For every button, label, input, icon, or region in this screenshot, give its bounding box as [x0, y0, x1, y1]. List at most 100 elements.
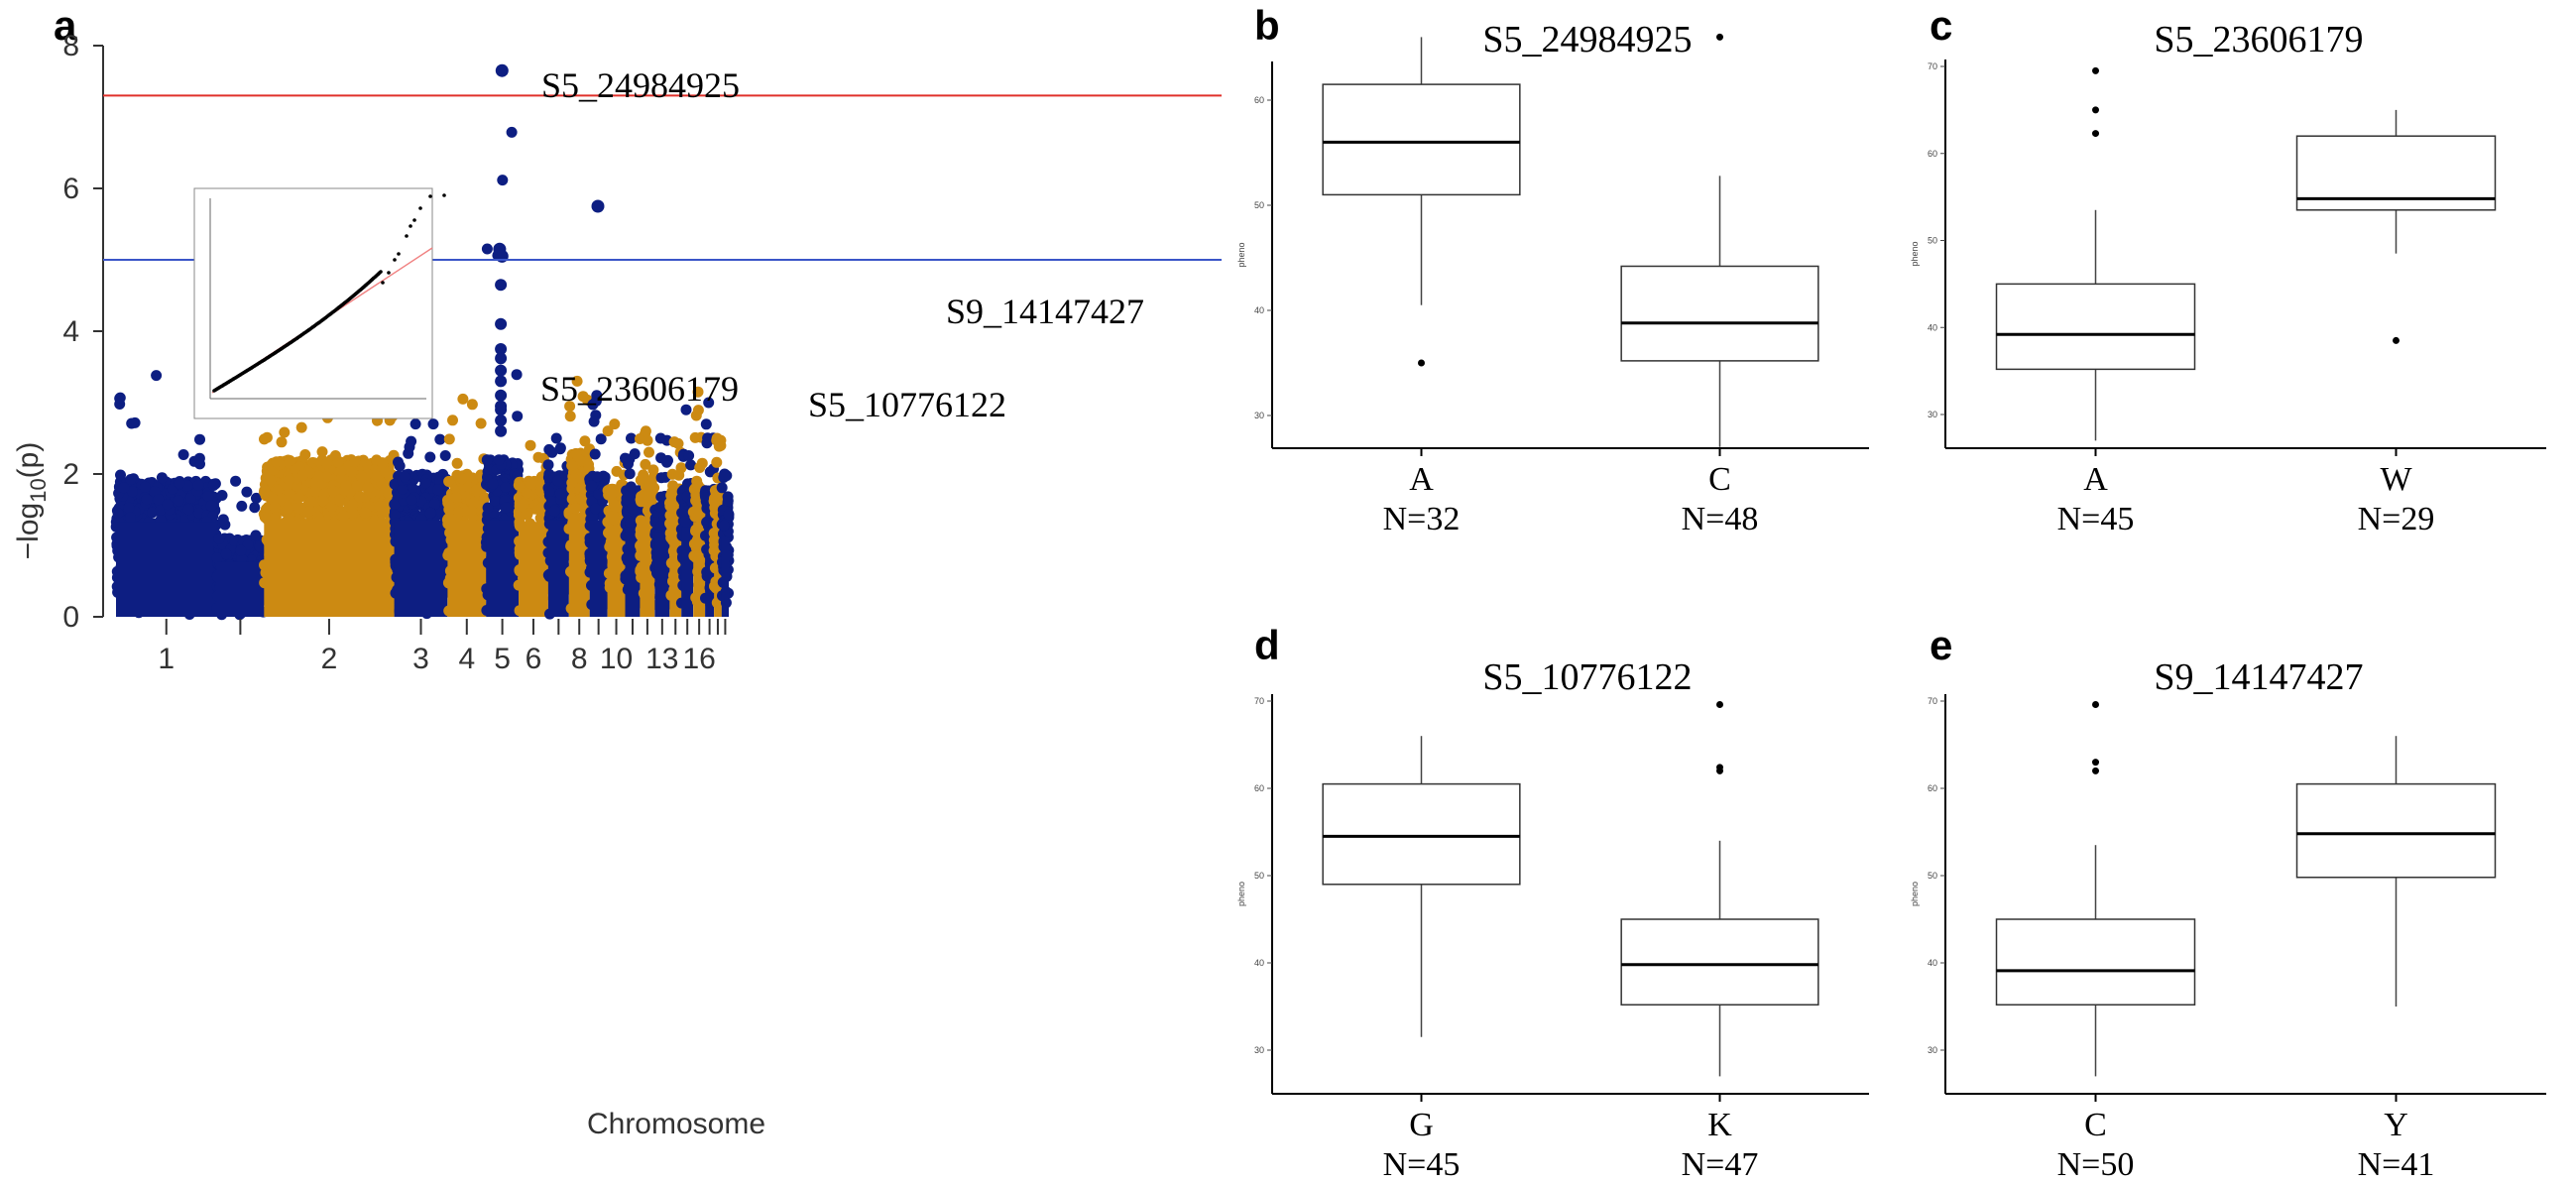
snp-point — [115, 469, 126, 481]
snp-point — [293, 502, 304, 514]
snp-point — [685, 459, 697, 471]
snp-point — [679, 516, 691, 528]
outlier-point — [1716, 33, 1723, 41]
boxplot-y-tick-label: 50 — [1928, 236, 1937, 246]
snp-point — [466, 399, 478, 411]
snp-point — [282, 503, 293, 515]
qq-point — [393, 258, 397, 262]
boxplot-category: K — [1707, 1107, 1732, 1143]
boxplot-d: d S5_10776122 30 40 50 60 70 pheno GN=45 KN=47 — [1236, 622, 1869, 1183]
snp-point — [424, 451, 436, 463]
snp-point — [543, 486, 555, 498]
snp-point — [217, 514, 229, 526]
snp-point — [591, 471, 603, 483]
snp-point — [380, 483, 392, 495]
snp-point — [349, 456, 361, 468]
boxplot-title: S5_10776122 — [1482, 656, 1692, 698]
boxplot-category: G — [1409, 1107, 1434, 1143]
boxplot-title: S5_24984925 — [1482, 19, 1692, 60]
snp-point — [482, 502, 494, 514]
snp-point — [279, 426, 291, 438]
svg-text:−log10(p): −log10(p) — [12, 442, 51, 560]
snp-point — [329, 450, 341, 461]
snp-point — [647, 464, 659, 476]
snp-point — [270, 512, 282, 523]
snp-point — [532, 451, 544, 463]
snp-point — [642, 434, 653, 446]
snp-point — [220, 548, 232, 560]
snp-point — [380, 466, 392, 478]
snp-point — [718, 520, 730, 532]
snp-density — [714, 527, 722, 617]
snp-point — [211, 552, 223, 564]
panel-letter: c — [1930, 2, 1952, 49]
outlier-point — [2092, 701, 2099, 709]
x-tick-label: 13 — [645, 643, 678, 675]
boxplot-category: A — [1409, 461, 1434, 498]
panel-letter: b — [1254, 2, 1280, 49]
snp-point — [546, 446, 558, 458]
snp-point — [451, 457, 463, 469]
snp-point — [645, 475, 657, 487]
snp-point — [177, 449, 189, 460]
qq-point — [397, 252, 401, 256]
qq-point — [418, 206, 422, 210]
snp-point — [321, 457, 332, 469]
snp-point — [316, 446, 328, 458]
highlighted-snp-point — [495, 63, 509, 77]
snp-point — [606, 488, 618, 499]
x-tick-label: 6 — [526, 643, 542, 675]
qq-plot-inset — [193, 187, 446, 419]
boxplot-y-tick-label: 50 — [1254, 871, 1264, 881]
snp-point — [512, 411, 524, 422]
panel-a-letter: a — [54, 2, 77, 49]
snp-point — [313, 470, 325, 482]
snp-point — [337, 510, 349, 522]
y-tick-label: 0 — [62, 601, 79, 634]
snp-point — [627, 503, 639, 515]
ylabel-suffix: (p) — [12, 442, 45, 479]
boxplot-ylabel: pheno — [1236, 882, 1246, 906]
snp-point — [534, 513, 546, 524]
y-tick-label: 6 — [62, 173, 79, 205]
snp-peak-point — [703, 397, 715, 409]
snp-point — [406, 494, 417, 506]
snp-point — [259, 485, 271, 497]
ylabel-prefix: −log — [12, 503, 45, 560]
snp-point — [439, 450, 451, 461]
snp-density — [669, 527, 682, 617]
highlighted-snp-point — [591, 199, 605, 213]
outlier-point — [1716, 764, 1723, 771]
manhattan-points — [110, 63, 735, 621]
snp-point — [625, 481, 637, 493]
snp-peak-point — [410, 418, 421, 430]
snp-point — [156, 472, 168, 484]
snp-point — [525, 478, 536, 490]
outlier-point — [2092, 759, 2099, 767]
boxplot-y-tick-label: 30 — [1928, 1045, 1937, 1055]
chr5-peak-point — [495, 389, 508, 402]
snp-point — [696, 457, 708, 469]
snp-peak-point — [719, 468, 731, 480]
snp-point — [624, 468, 636, 480]
snp-point — [192, 479, 204, 491]
x-tick-label: 2 — [321, 643, 338, 675]
snp-point — [141, 494, 153, 506]
boxplot-ylabel: pheno — [1910, 882, 1920, 906]
boxplot-y-tick-label: 50 — [1254, 200, 1264, 210]
boxplot-y-tick-label: 40 — [1254, 958, 1264, 968]
snp-point — [236, 552, 248, 564]
chr5-peak-point — [495, 424, 508, 437]
qq-point — [381, 281, 385, 285]
boxplot-category: Y — [2384, 1107, 2408, 1143]
x-tick-label: 1 — [158, 643, 175, 675]
snp-point — [712, 492, 724, 504]
qq-point — [405, 234, 409, 238]
snp-point — [577, 391, 589, 403]
boxplot-category: A — [2083, 461, 2108, 498]
chr5-peak-point — [495, 343, 508, 355]
snp-density — [721, 536, 729, 617]
snp-point — [609, 514, 621, 526]
snp-point — [371, 471, 383, 483]
snp-point — [147, 507, 158, 519]
